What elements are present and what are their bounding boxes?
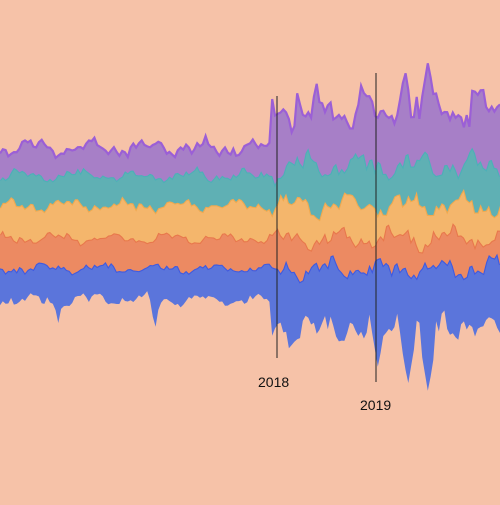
stream-layer-2 bbox=[0, 223, 500, 282]
stream-layer-1 bbox=[0, 253, 500, 391]
stream-layer-3 bbox=[0, 189, 500, 253]
marker-label-2019: 2019 bbox=[360, 397, 391, 413]
year-markers: 2018 2019 bbox=[258, 73, 391, 413]
marker-label-2018: 2018 bbox=[258, 374, 289, 390]
stream-edge-5 bbox=[0, 63, 500, 160]
stream-layers bbox=[0, 63, 500, 391]
stream-layer-4 bbox=[0, 147, 500, 220]
